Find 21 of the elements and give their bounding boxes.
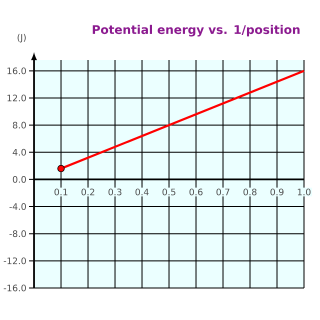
y-axis-title: (J) — [18, 34, 26, 42]
y-tick-label: 16.0 — [8, 67, 26, 74]
x-tick-label: 0.4 — [135, 188, 149, 196]
chart-title: Potential energy vs. 1/position — [92, 24, 300, 37]
x-tick-label: 0.5 — [162, 188, 176, 196]
y-tick-label: 12.0 — [8, 94, 26, 102]
x-tick-label: 0.8 — [243, 188, 257, 196]
x-tick-label: 0.3 — [108, 188, 122, 196]
y-tick-label: -4.0 — [9, 203, 26, 210]
x-tick-label: 0.1 — [54, 188, 68, 196]
x-tick-label: 0.7 — [216, 188, 230, 196]
x-tick-label: 0.2 — [81, 188, 94, 196]
y-tick-label: -8.0 — [9, 230, 26, 238]
y-tick-label: -12.0 — [4, 257, 26, 264]
x-tick-label: 0.9 — [270, 188, 284, 196]
y-tick-label: 8.0 — [12, 122, 26, 129]
y-tick-label: -16.0 — [4, 284, 26, 292]
y-tick-label: 0.0 — [12, 176, 26, 183]
y-tick-label: 4.0 — [12, 148, 26, 156]
x-tick-label: 0.6 — [189, 188, 203, 196]
x-tick-label: 1.0 — [298, 188, 311, 196]
